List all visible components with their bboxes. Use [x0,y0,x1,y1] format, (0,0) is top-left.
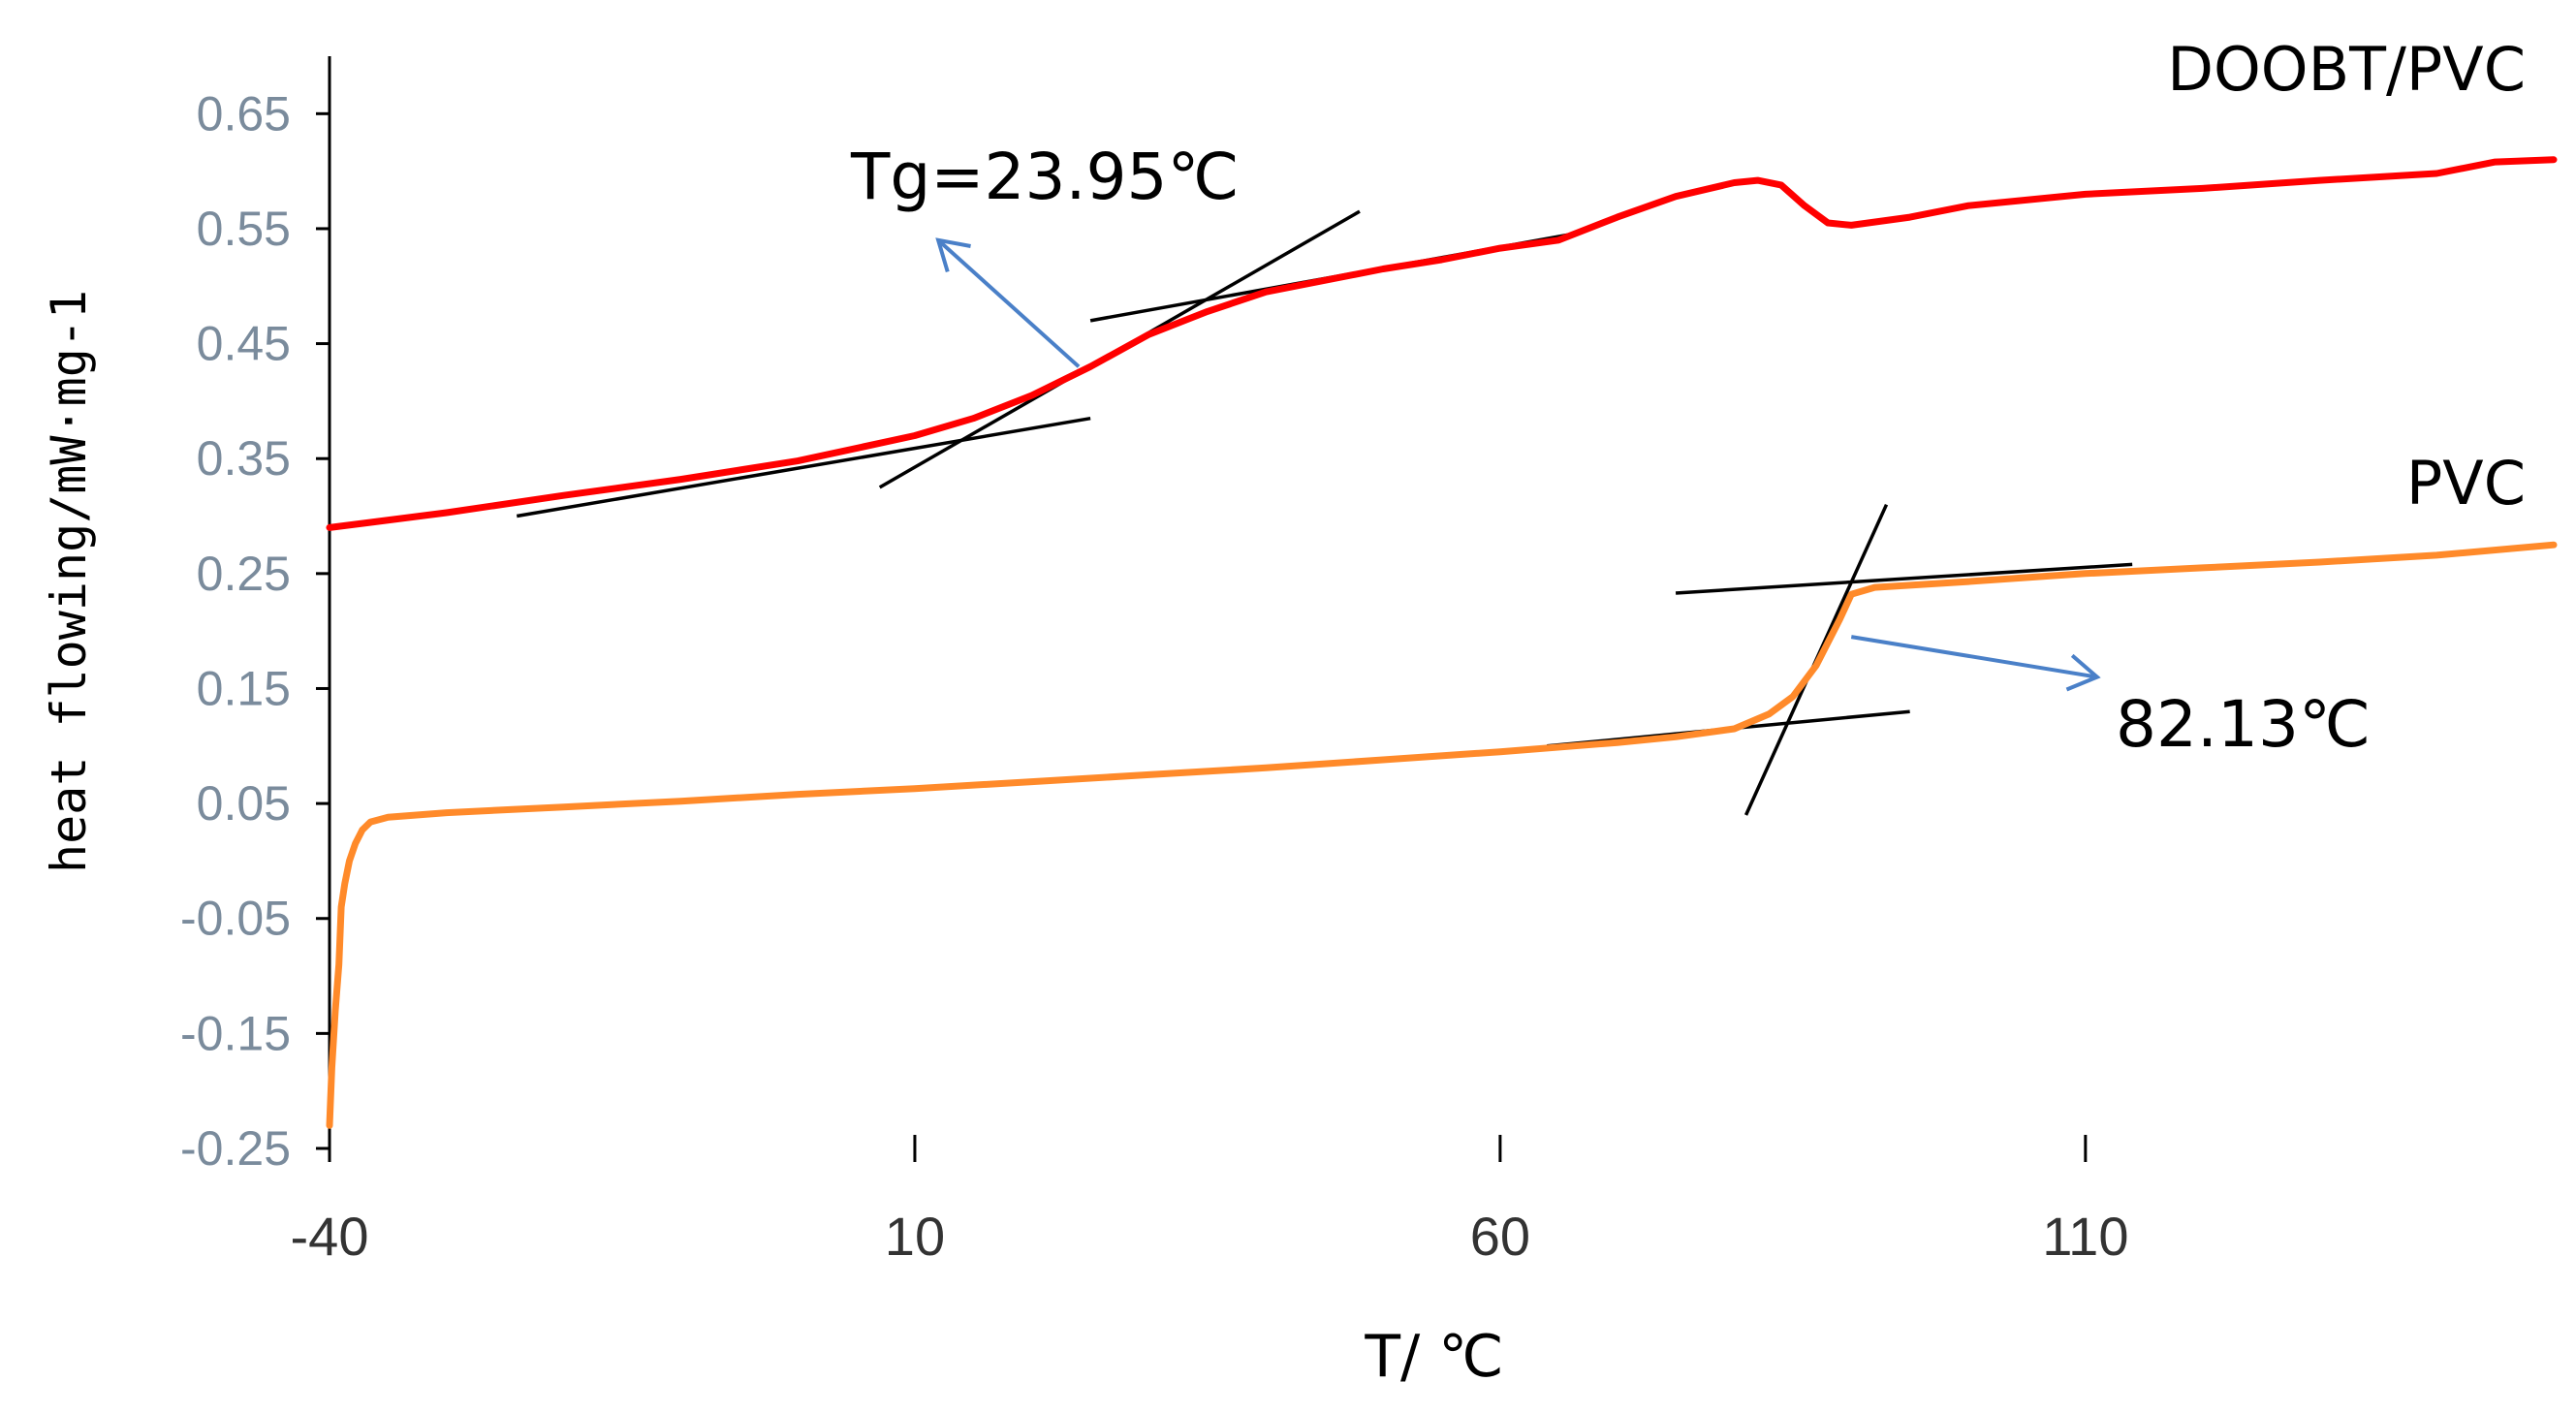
x-tick-label: -40 [291,1206,369,1267]
tg-annotation-label: Tg=23.95℃ [850,140,1240,214]
y-tick-label: -0.25 [180,1121,291,1176]
y-tick-label: 0.15 [197,661,291,715]
x-tick-label: 60 [1470,1206,1530,1267]
series-line-doobt-pvc [326,156,2558,531]
series-line-pvc [326,541,2558,1129]
annotation-arrow-head [935,237,971,272]
series-label-pvc: PVC [2406,448,2526,518]
y-ticks: 0.65 0.55 0.45 0.35 0.25 0.15 0.05 -0.05 -0.15 -0… [180,86,330,1176]
tangent-lines [516,209,2133,816]
annotation-arrow-head [2065,653,2101,692]
annotation-arrow-line [1850,635,2098,679]
tangent-line [516,416,1091,518]
x-axis-title: T/ ℃ [1364,1323,1503,1391]
tangent-line [1675,562,2133,595]
y-tick-label: -0.15 [180,1006,291,1060]
y-tick-label: 0.05 [197,776,291,831]
y-tick-label: 0.35 [197,431,291,486]
series-label-doobt-pvc: DOOBT/PVC [2167,34,2526,105]
x-ticks: -40 10 60 110 [291,1135,2128,1267]
annotation-arrow-line [936,238,1081,368]
pvc-annotation-label: 82.13℃ [2116,687,2371,762]
y-axis-title: heat flowing/mW·mg-1 [41,290,97,873]
x-tick-label: 10 [885,1206,945,1267]
y-tick-label: 0.65 [197,86,291,141]
x-tick-label: 110 [2042,1206,2128,1267]
y-tick-label: 0.45 [197,317,291,371]
series-group [326,156,2558,1129]
y-tick-label: -0.05 [180,892,291,946]
annotation-arrows [935,237,2101,692]
y-tick-label: 0.25 [197,547,291,601]
y-tick-label: 0.55 [197,202,291,256]
